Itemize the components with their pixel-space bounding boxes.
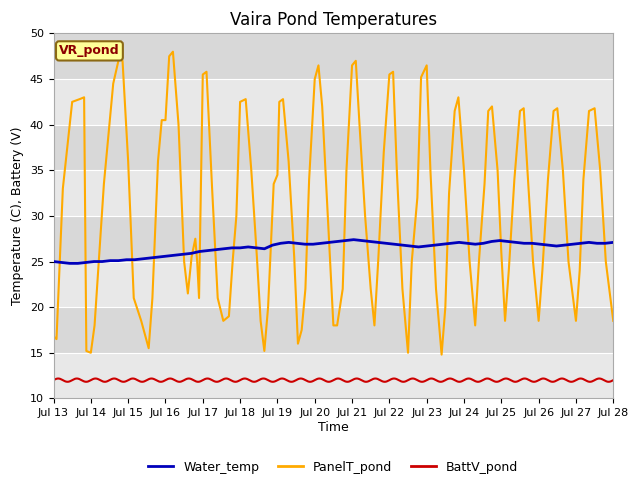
Bar [54, 170, 613, 216]
Bar [54, 262, 613, 307]
Text: VR_pond: VR_pond [59, 44, 120, 58]
X-axis label: Time: Time [318, 421, 349, 434]
Title: Vaira Pond Temperatures: Vaira Pond Temperatures [230, 11, 437, 29]
Bar [54, 353, 613, 398]
Bar [54, 125, 613, 170]
Bar [54, 307, 613, 353]
Bar [54, 216, 613, 262]
Bar [54, 34, 613, 79]
Bar [54, 79, 613, 125]
Y-axis label: Temperature (C), Battery (V): Temperature (C), Battery (V) [11, 127, 24, 305]
Legend: Water_temp, PanelT_pond, BattV_pond: Water_temp, PanelT_pond, BattV_pond [143, 456, 524, 479]
